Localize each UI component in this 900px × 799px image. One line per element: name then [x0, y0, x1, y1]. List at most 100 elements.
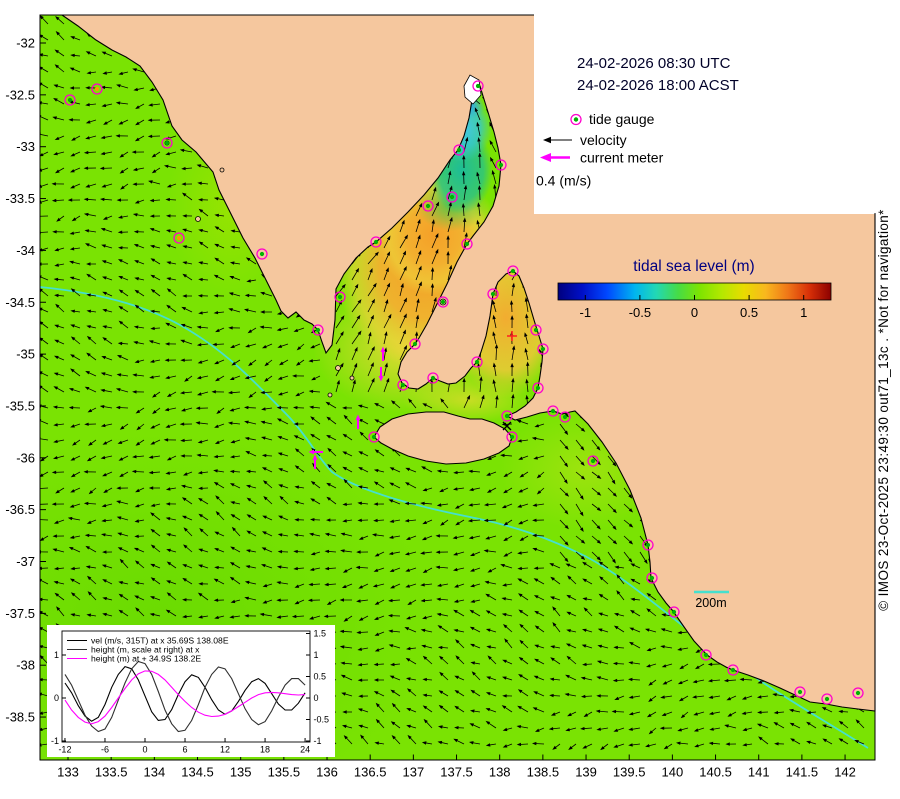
velocity-scale-label: 0.4 (m/s)	[536, 173, 591, 189]
islet	[327, 392, 333, 398]
y-axis-tick-label: -37.5	[5, 606, 35, 621]
colorbar-tick-label: -1	[580, 305, 592, 320]
tide-gauge-ring	[668, 606, 680, 618]
current-meter-legend-label: current meter	[580, 150, 664, 166]
x-axis-tick-label: 141	[748, 765, 770, 780]
tide-gauge-ring	[487, 288, 499, 300]
tide-gauge-marker	[530, 324, 542, 336]
tide-gauge-ring	[161, 137, 173, 149]
tide-gauge-marker	[507, 265, 519, 277]
x-axis-tick-label: 135.5	[268, 765, 301, 780]
x-axis-tick-label: 141.5	[786, 765, 819, 780]
inset-x-tick-label: -6	[101, 745, 109, 755]
current-meter-markers	[308, 346, 386, 469]
inset-y-tick-label-right: 0	[314, 693, 319, 703]
inset-y-tick-label-right: -1	[314, 736, 322, 746]
tide-gauge-marker	[368, 431, 380, 443]
islet	[349, 375, 355, 381]
tide-gauge-ring	[461, 238, 473, 250]
x-axis-tick-label: 134.5	[181, 765, 214, 780]
tide-gauge-marker	[446, 191, 458, 203]
tide-gauge-dot	[498, 162, 504, 168]
tide-gauge-dot	[315, 327, 321, 333]
x-axis-tick-label: 137.5	[440, 765, 473, 780]
inset-axes-ticks: -12 -6 0 6 12 18 24 1 0 -1 1.5 1 0.5 0 -0.5 -1	[51, 629, 329, 755]
timestamp-utc: 24-02-2026 08:30 UTC	[577, 55, 731, 72]
tide-gauge-marker	[700, 649, 712, 661]
tide-gauge-dot	[425, 203, 431, 209]
colorbar-tick-label: 0	[691, 305, 698, 320]
tide-gauge-dot	[509, 434, 515, 440]
islet	[335, 365, 341, 371]
tide-gauge-marker	[852, 687, 864, 699]
tide-gauge-ring	[821, 693, 833, 705]
tide-gauge-dot	[562, 414, 568, 420]
tide-gauge-ring	[312, 324, 324, 336]
tide-gauge-dot	[464, 241, 470, 247]
tide-gauge-ring	[427, 372, 439, 384]
tide-gauge-dot	[533, 327, 539, 333]
tide-gauge-marker	[727, 664, 739, 676]
tide-gauge-dot	[649, 575, 655, 581]
tide-gauge-marker	[587, 455, 599, 467]
tide-gauge-marker	[461, 238, 473, 250]
tide-gauge-marker	[256, 248, 268, 260]
inset-series-curve-2	[64, 670, 306, 725]
y-axis-tick-label: -32	[16, 36, 35, 51]
inset-y-tick-label-left: 1	[54, 650, 59, 660]
tide-gauge-marker	[312, 324, 324, 336]
y-axis-tick-label: -34	[16, 243, 35, 258]
tide-gauge-ring	[532, 382, 544, 394]
colorbar-title: tidal sea level (m)	[633, 258, 754, 275]
tide-gauge-ring	[173, 232, 185, 244]
tide-gauge-dot	[855, 690, 861, 696]
x-axis-tick-label: 137	[403, 765, 425, 780]
tide-gauge-marker	[427, 372, 439, 384]
y-axis-tick-label: -38	[16, 658, 35, 673]
tide-gauge-marker	[409, 338, 421, 350]
colorbar-tick-label: 0.5	[740, 305, 758, 320]
inset-y-tick-label-right: 1.5	[314, 629, 327, 639]
tide-gauge-ring	[507, 265, 519, 277]
tide-gauge-marker	[91, 83, 103, 95]
inset-legend-label-vel: vel (m/s, 315T) at x 35.69S 138.08E	[91, 636, 229, 646]
map-legend: tide gauge velocity current meter 0.4 (m…	[536, 111, 664, 189]
tide-gauge-marker	[794, 686, 806, 698]
y-axis-tick-label: -35	[16, 347, 35, 362]
inset-y-tick-label-left: 0	[54, 693, 59, 703]
tide-gauge-ring	[256, 248, 268, 260]
tide-gauge-ring	[530, 324, 542, 336]
tide-gauge-ring	[409, 338, 421, 350]
isobath-legend-label: 200m	[695, 596, 726, 610]
y-axis-tick-label: -36	[16, 450, 35, 465]
tide-gauge-ring	[547, 405, 559, 417]
tide-gauge-marker	[532, 382, 544, 394]
tide-gauge-dot	[475, 83, 481, 89]
x-marker	[502, 421, 512, 431]
tide-gauge-legend-dot	[573, 117, 579, 122]
tide-gauge-ring	[437, 296, 449, 308]
tide-gauge-dot	[645, 542, 651, 548]
inset-y-tick-label-right: 0.5	[314, 672, 327, 682]
credit-text: © IMOS 23-Oct-2025 23:49:30 out71_13c . …	[876, 209, 891, 611]
inset-y-tick-label-left: -1	[51, 736, 59, 746]
y-axis-tick-label: -36.5	[5, 502, 35, 517]
tide-gauge-ring	[334, 291, 346, 303]
tide-gauge-marker	[646, 572, 658, 584]
inset-x-tick-label: 0	[142, 745, 147, 755]
tide-gauge-marker	[64, 94, 76, 106]
tide-gauge-dot	[590, 458, 596, 464]
tide-gauge-ring	[642, 539, 654, 551]
tide-gauge-marker	[173, 232, 185, 244]
tide-gauge-dot	[797, 689, 803, 695]
y-axis-tick-label: -38.5	[5, 710, 35, 725]
tide-gauge-dot	[176, 235, 182, 241]
current-meter-arrow-shafts	[312, 350, 384, 469]
tide-gauge-ring	[422, 200, 434, 212]
tide-gauge-ring	[727, 664, 739, 676]
tide-gauge-marker	[471, 356, 483, 368]
tide-gauge-dot	[259, 251, 265, 257]
tide-gauge-ring	[370, 236, 382, 248]
